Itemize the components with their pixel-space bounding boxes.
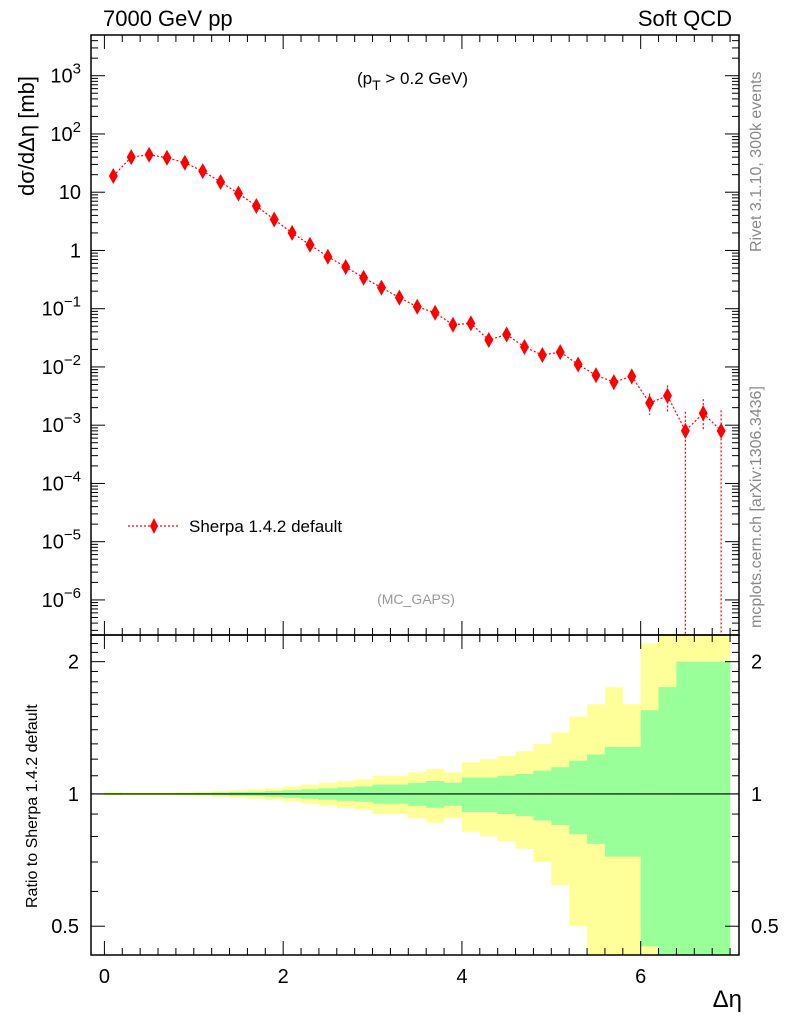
- data-point: [645, 395, 655, 412]
- data-point: [216, 173, 226, 190]
- band-stat-bin: [515, 774, 534, 817]
- band-stat-bin: [640, 710, 659, 947]
- data-point: [198, 163, 208, 180]
- ratio-xlabel: Δη: [712, 986, 742, 1013]
- data-point: [287, 224, 297, 241]
- band-stat-bin: [694, 661, 713, 955]
- data-point: [662, 387, 672, 404]
- y-tick-label: 102: [50, 119, 81, 146]
- data-point: [698, 405, 708, 422]
- band-stat-bin: [604, 746, 624, 857]
- legend-marker: [150, 518, 158, 534]
- band-stat-bin: [569, 760, 588, 835]
- series-line: [112, 154, 722, 432]
- data-point: [412, 298, 422, 315]
- y-tick-label: 0.5: [751, 916, 779, 938]
- y-tick-label: 1: [68, 784, 79, 806]
- data-point: [341, 258, 351, 275]
- data-point: [573, 356, 583, 373]
- data-point: [716, 422, 726, 439]
- y-tick-label: 10−5: [42, 527, 81, 554]
- data-point: [323, 248, 333, 265]
- data-point: [430, 304, 440, 321]
- data-point: [376, 279, 386, 296]
- data-point: [591, 367, 601, 384]
- annotation-text: (p: [357, 69, 372, 88]
- ratio-frame: [90, 634, 740, 956]
- data-point: [609, 374, 619, 391]
- y-tick-label: 10: [59, 182, 81, 204]
- x-tick-label: 4: [456, 966, 467, 988]
- y-tick-label: 10−6: [42, 585, 81, 612]
- y-tick-label: 2: [751, 652, 762, 674]
- data-point: [305, 236, 315, 253]
- data-point: [359, 269, 369, 286]
- data-point: [680, 422, 690, 439]
- x-tick-label: 6: [635, 966, 646, 988]
- data-point: [537, 347, 547, 364]
- data-point: [126, 149, 136, 166]
- data-point: [394, 289, 404, 306]
- y-tick-label: 10−1: [42, 294, 81, 321]
- data-point: [251, 197, 261, 214]
- y-tick-label: 10−4: [42, 468, 81, 495]
- data-point: [233, 185, 243, 202]
- watermark: (MC_GAPS): [377, 591, 455, 607]
- data-point: [162, 149, 172, 166]
- legend-label: Sherpa 1.4.2 default: [189, 517, 342, 536]
- band-stat-bin: [658, 687, 677, 955]
- legend: Sherpa 1.4.2 default: [128, 517, 342, 536]
- band-stat-bin: [551, 767, 570, 825]
- annotation-pt-cut: (pT > 0.2 GeV): [357, 69, 468, 93]
- data-point: [466, 315, 476, 332]
- data-point: [108, 167, 118, 184]
- x-tick-label: 0: [99, 966, 110, 988]
- data-point: [627, 368, 637, 385]
- data-point: [269, 211, 279, 228]
- data-point: [502, 326, 512, 343]
- data-point: [555, 344, 565, 361]
- y-tick-label: 1: [751, 784, 762, 806]
- main-frame: [90, 34, 740, 636]
- header-left: 7000 GeV pp: [103, 6, 233, 31]
- band-stat-bin: [676, 661, 695, 955]
- band-stat-bin: [712, 661, 731, 955]
- x-tick-label: 2: [278, 966, 289, 988]
- data-point: [448, 316, 458, 333]
- y-tick-label: 10−3: [42, 410, 81, 437]
- band-stat-bin: [622, 746, 641, 857]
- data-point: [519, 339, 529, 356]
- data-point: [484, 332, 494, 349]
- y-tick-label: 0.5: [51, 916, 79, 938]
- band-stat-bin: [461, 777, 481, 812]
- header-right: Soft QCD: [637, 6, 732, 31]
- data-point: [144, 146, 154, 163]
- y-tick-label: 10−2: [42, 352, 81, 379]
- y-tick-label: 1: [70, 240, 81, 262]
- y-tick-label: 2: [68, 652, 79, 674]
- band-stat-bin: [533, 770, 552, 821]
- band-stat-bin: [497, 775, 516, 815]
- y-tick-label: 103: [50, 61, 81, 88]
- band-stat-bin: [587, 754, 606, 844]
- data-point: [180, 154, 190, 171]
- band-stat-bin: [479, 777, 498, 812]
